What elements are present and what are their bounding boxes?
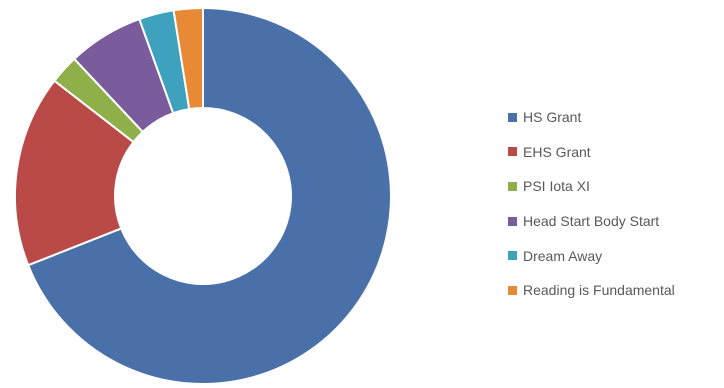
legend-swatch [508,285,517,295]
legend-label: Dream Away [523,247,603,264]
legend-label: PSI Iota XI [523,178,590,195]
legend-label: Head Start Body Start [523,213,660,230]
legend-swatch [508,181,517,191]
legend-item: HS Grant [508,100,718,135]
legend-swatch [508,147,517,157]
legend-swatch [508,112,517,122]
legend-item: PSI Iota XI [508,169,718,204]
donut-slice-ehs-grant [14,79,135,267]
legend-item: EHS Grant [508,135,718,170]
legend-label: Reading is Fundamental [523,282,675,299]
legend-label: EHS Grant [523,143,591,160]
donut-slice-reading-is-fundamental [172,6,204,111]
legend-item: Head Start Body Start [508,204,718,239]
donut-slice-hs-grant [26,6,392,385]
legend-item: Dream Away [508,238,718,273]
legend-label: HS Grant [523,109,582,126]
legend-swatch [508,251,517,261]
chart-legend: HS Grant EHS Grant PSI Iota XI Head Start B… [508,100,718,308]
legend-swatch [508,216,517,226]
legend-item: Reading is Fundamental [508,273,718,308]
